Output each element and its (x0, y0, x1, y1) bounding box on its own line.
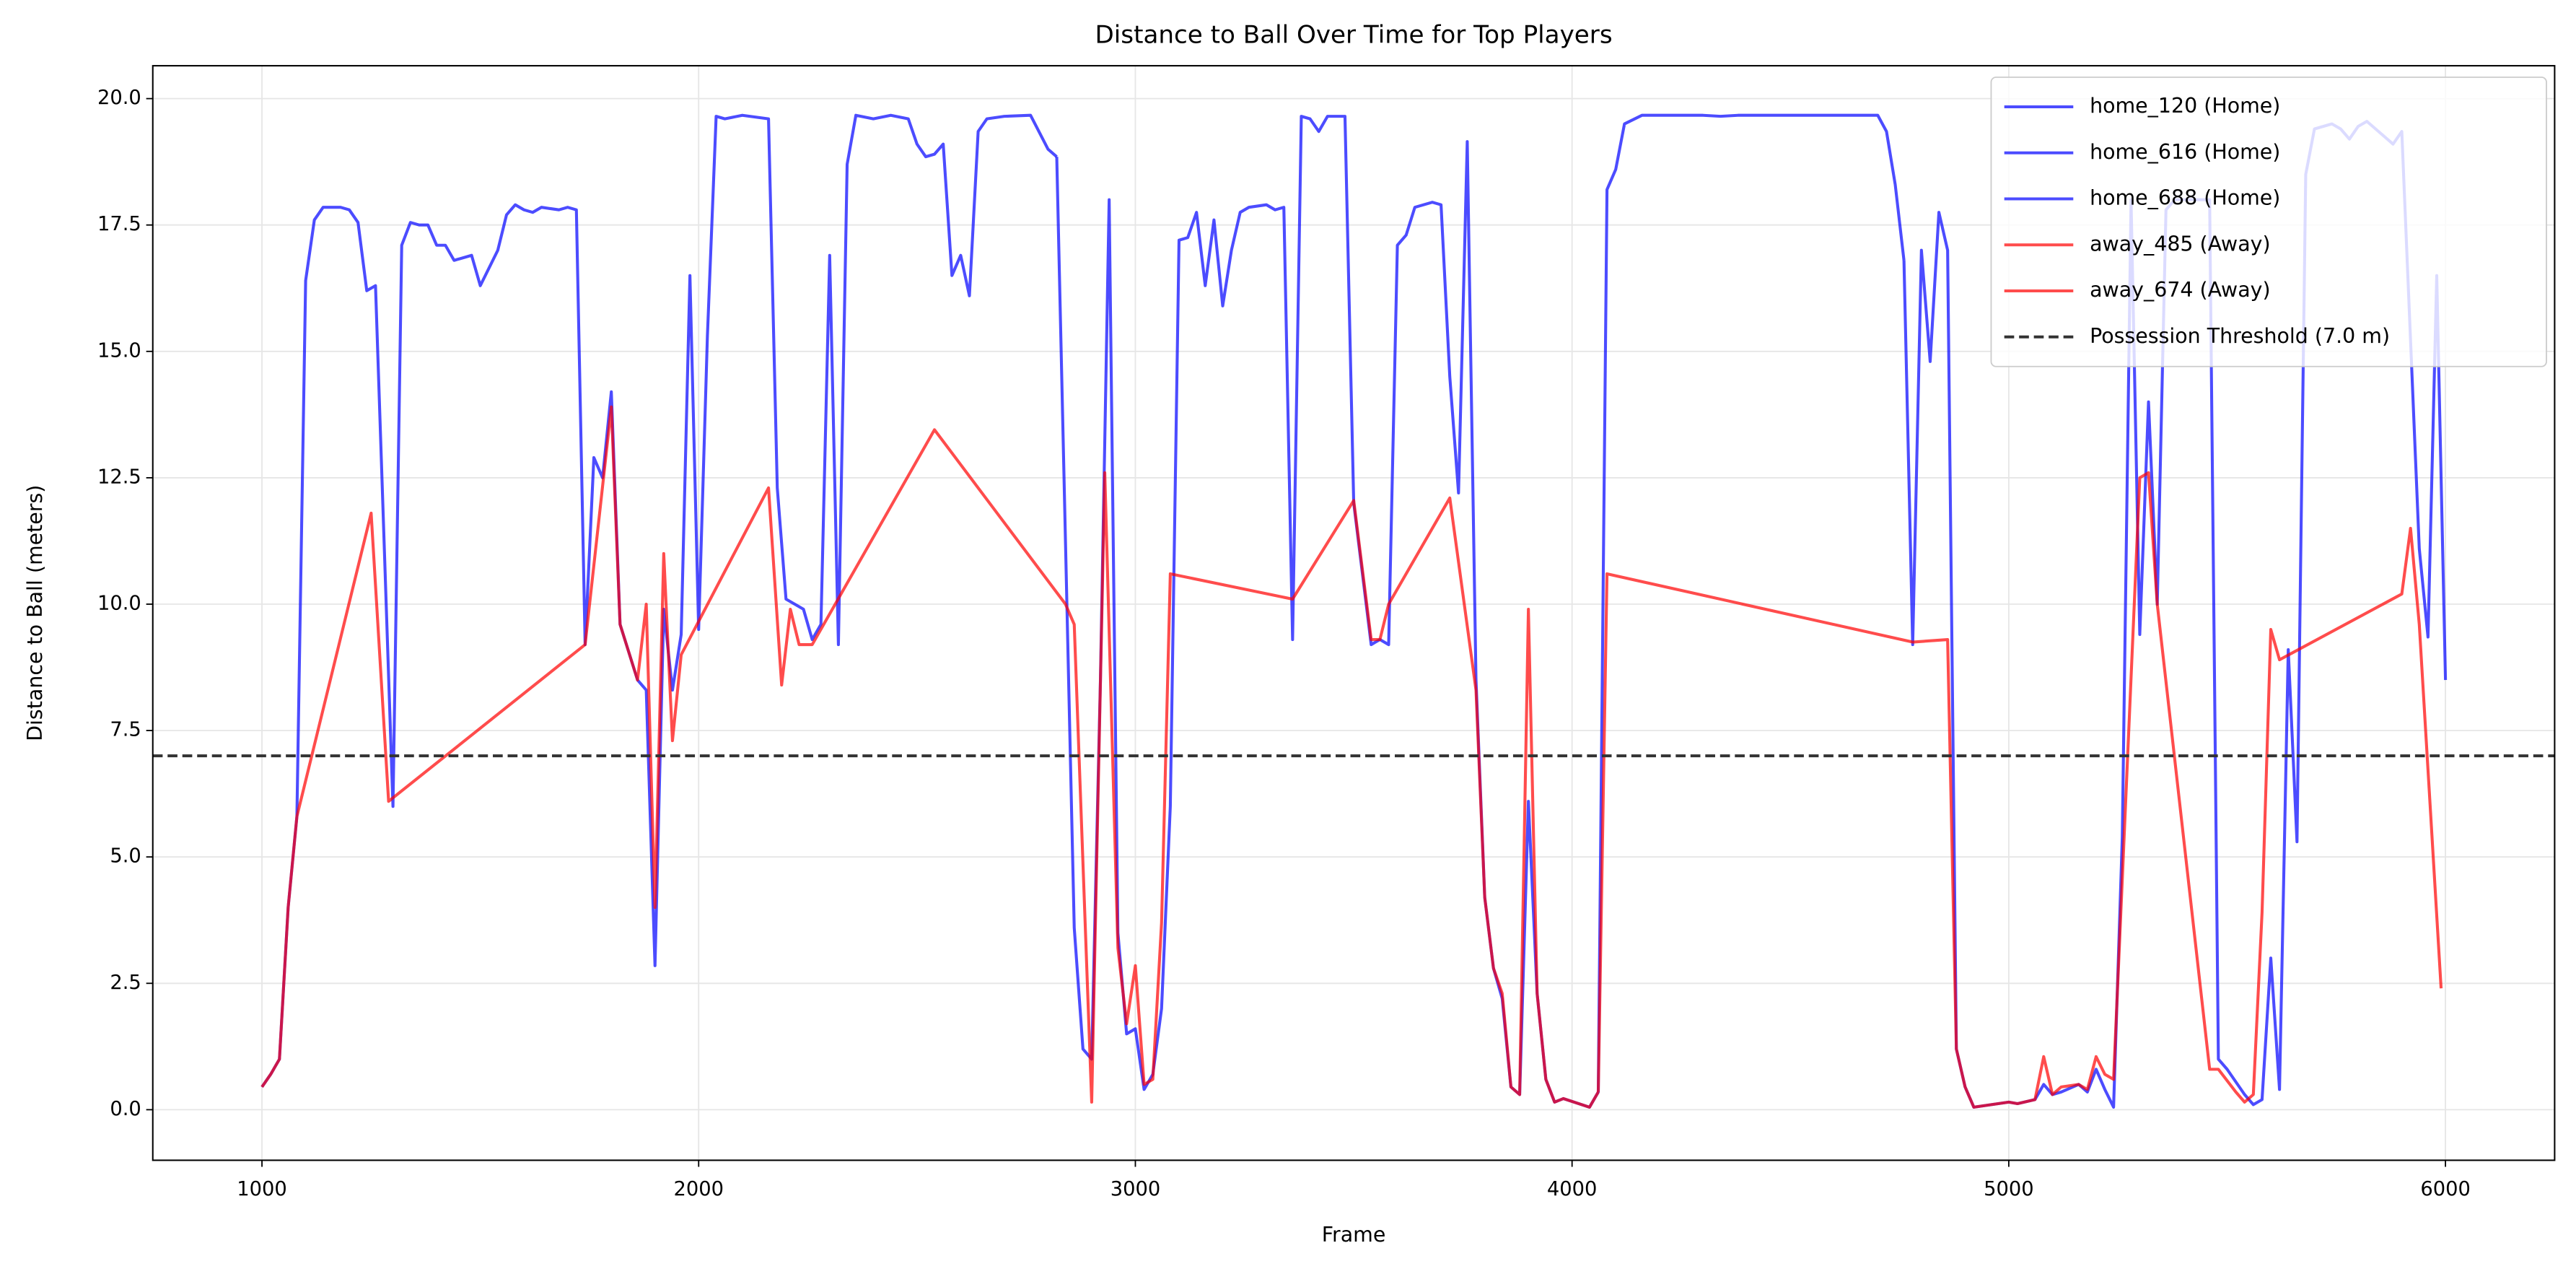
y-tick-label: 17.5 (97, 213, 141, 235)
legend-label: away_674 (Away) (2090, 278, 2270, 302)
plot-frame (152, 65, 2556, 1161)
x-tick-label: 5000 (1984, 1178, 2034, 1200)
legend-label: home_616 (Home) (2090, 140, 2280, 164)
legend-label: home_688 (Home) (2090, 186, 2280, 210)
legend-box (1990, 77, 2547, 367)
y-tick-label: 15.0 (97, 339, 141, 362)
y-tick-label: 7.5 (110, 719, 141, 741)
y-tick-label: 0.0 (110, 1098, 141, 1120)
legend-label: Possession Threshold (7.0 m) (2090, 324, 2390, 348)
x-tick-label: 4000 (1547, 1178, 1598, 1200)
x-tick-label: 6000 (2420, 1178, 2471, 1200)
x-axis-label: Frame (1322, 1223, 1386, 1247)
y-tick-label: 12.5 (97, 466, 141, 488)
y-tick-label: 2.5 (110, 972, 141, 994)
series-line (260, 405, 1600, 1109)
y-tick-label: 10.0 (97, 593, 141, 615)
y-tick-label: 20.0 (97, 87, 141, 109)
y-axis-label: Distance to Ball (meters) (23, 485, 47, 741)
x-tick-label: 2000 (673, 1178, 724, 1200)
legend-label: away_485 (Away) (2090, 232, 2270, 256)
chart-title: Distance to Ball Over Time for Top Playe… (1095, 21, 1613, 50)
legend-label: home_120 (Home) (2090, 94, 2280, 118)
x-tick-label: 3000 (1110, 1178, 1161, 1200)
series-line (1596, 471, 2443, 1109)
x-tick-label: 1000 (237, 1178, 287, 1200)
y-tick-label: 5.0 (110, 845, 141, 868)
